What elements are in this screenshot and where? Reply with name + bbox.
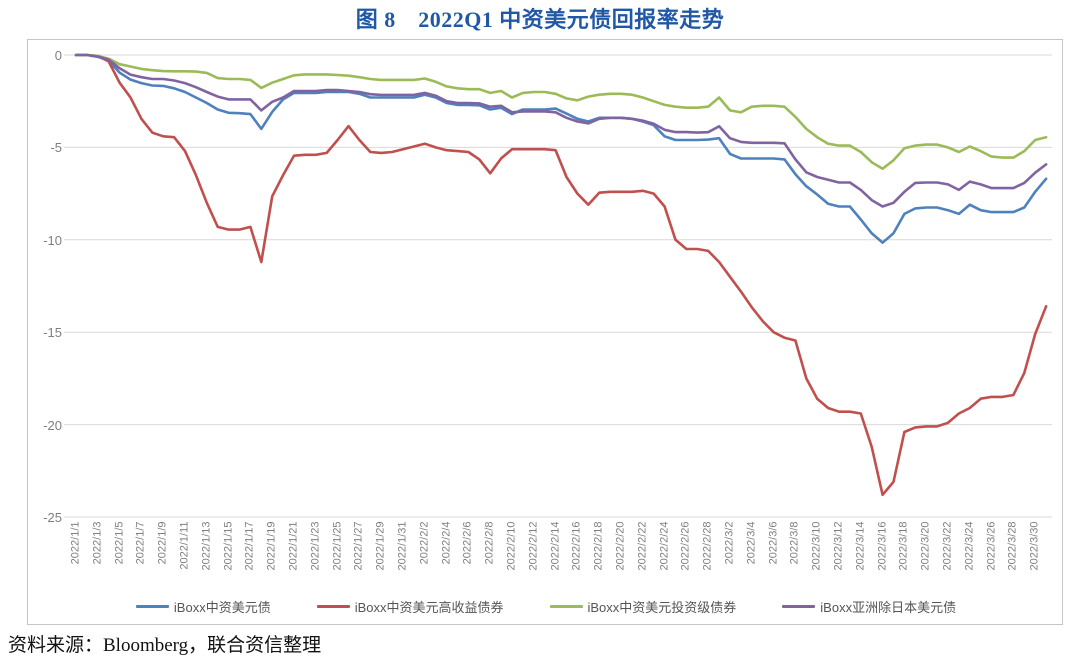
x-tick-label: 2022/2/26 xyxy=(679,521,692,571)
legend-item: iBoxx中资美元高收益债券 xyxy=(316,597,504,616)
x-tick-label: 2022/2/6 xyxy=(461,521,474,565)
legend-line-swatch xyxy=(782,605,816,608)
legend-label: iBoxx中资美元债 xyxy=(173,600,271,615)
legend-item: iBoxx中资美元债 xyxy=(135,597,271,616)
x-tick-label: 2022/2/12 xyxy=(527,521,540,571)
x-tick-label: 2022/1/23 xyxy=(309,521,322,571)
source-note: 资料来源：Bloomberg，联合资信整理 xyxy=(8,635,322,656)
figure-title: 图 8 2022Q1 中资美元债回报率走势 xyxy=(355,7,725,32)
x-tick-label: 2022/1/13 xyxy=(200,521,213,571)
x-tick-label: 2022/2/10 xyxy=(505,521,518,571)
x-tick-label: 2022/3/28 xyxy=(1006,521,1019,571)
x-tick-label: 2022/2/4 xyxy=(440,521,453,565)
series-line xyxy=(74,53,1048,244)
x-tick-label: 2022/2/16 xyxy=(570,521,583,571)
legend-item: iBoxx亚洲除日本美元债 xyxy=(782,597,956,616)
legend-line-swatch xyxy=(549,605,583,608)
legend-line-swatch xyxy=(316,605,350,608)
x-tick-label: 2022/2/22 xyxy=(636,521,649,571)
x-tick-label: 2022/1/15 xyxy=(222,521,235,571)
series-line xyxy=(74,53,1048,170)
x-tick-label: 2022/3/12 xyxy=(832,521,845,571)
x-tick-label: 2022/1/21 xyxy=(287,521,300,571)
line-chart-plot xyxy=(64,53,1052,518)
legend-line-swatch xyxy=(135,605,169,608)
x-tick-label: 2022/3/26 xyxy=(985,521,998,571)
y-tick-label: -5 xyxy=(50,140,62,156)
x-tick-label: 2022/1/29 xyxy=(374,521,387,571)
x-tick-label: 2022/3/14 xyxy=(854,521,867,571)
legend-label: iBoxx中资美元投资级债券 xyxy=(587,600,737,615)
x-tick-label: 2022/1/5 xyxy=(113,521,126,565)
x-tick-label: 2022/3/30 xyxy=(1028,521,1041,571)
legend-label: iBoxx亚洲除日本美元债 xyxy=(820,600,957,615)
x-tick-label: 2022/3/24 xyxy=(963,521,976,571)
x-tick-label: 2022/2/14 xyxy=(549,521,562,571)
x-tick-label: 2022/1/17 xyxy=(243,521,256,571)
x-tick-label: 2022/1/11 xyxy=(178,521,191,570)
x-tick-label: 2022/1/19 xyxy=(265,521,278,571)
y-tick-label: -25 xyxy=(43,510,62,525)
x-tick-label: 2022/3/4 xyxy=(745,521,758,565)
x-tick-label: 2022/2/8 xyxy=(483,521,496,565)
series-line xyxy=(74,53,1048,208)
series-line xyxy=(74,53,1048,497)
x-tick-label: 2022/2/18 xyxy=(592,521,605,571)
x-tick-label: 2022/1/9 xyxy=(156,521,169,565)
x-tick-label: 2022/1/3 xyxy=(91,521,104,565)
x-tick-label: 2022/1/31 xyxy=(396,521,409,571)
y-tick-label: -20 xyxy=(43,417,62,433)
x-tick-label: 2022/3/10 xyxy=(810,521,823,571)
chart-legend: iBoxx中资美元债 iBoxx中资美元高收益债券 iBoxx中资美元投资级债券 iB… xyxy=(28,597,1064,616)
x-tick-label: 2022/3/6 xyxy=(767,521,780,565)
y-tick-label: 0 xyxy=(54,48,62,63)
x-tick-label: 2022/1/25 xyxy=(331,521,344,571)
x-tick-label: 2022/3/2 xyxy=(723,521,736,565)
x-tick-label: 2022/3/22 xyxy=(941,521,954,571)
x-tick-label: 2022/2/28 xyxy=(701,521,714,571)
legend-item: iBoxx中资美元投资级债券 xyxy=(549,597,737,616)
x-tick-label: 2022/3/20 xyxy=(919,521,932,571)
x-tick-label: 2022/1/7 xyxy=(134,521,147,565)
chart-container: 0 -5 -10 -15 -20 -25 2022/1/1 2022/1/3 2022/1/5… xyxy=(27,39,1063,625)
x-tick-label: 2022/2/20 xyxy=(614,521,627,571)
legend-label: iBoxx中资美元高收益债券 xyxy=(354,600,504,615)
x-tick-label: 2022/2/24 xyxy=(658,521,671,571)
x-tick-label: 2022/3/18 xyxy=(897,521,910,571)
x-tick-label: 2022/2/2 xyxy=(418,521,431,565)
x-tick-label: 2022/1/1 xyxy=(69,521,82,565)
x-tick-label: 2022/1/27 xyxy=(352,521,365,571)
x-tick-label: 2022/3/8 xyxy=(788,521,801,565)
x-tick-label: 2022/3/16 xyxy=(876,521,889,571)
y-tick-label: -15 xyxy=(43,325,62,341)
y-tick-label: -10 xyxy=(43,232,62,248)
